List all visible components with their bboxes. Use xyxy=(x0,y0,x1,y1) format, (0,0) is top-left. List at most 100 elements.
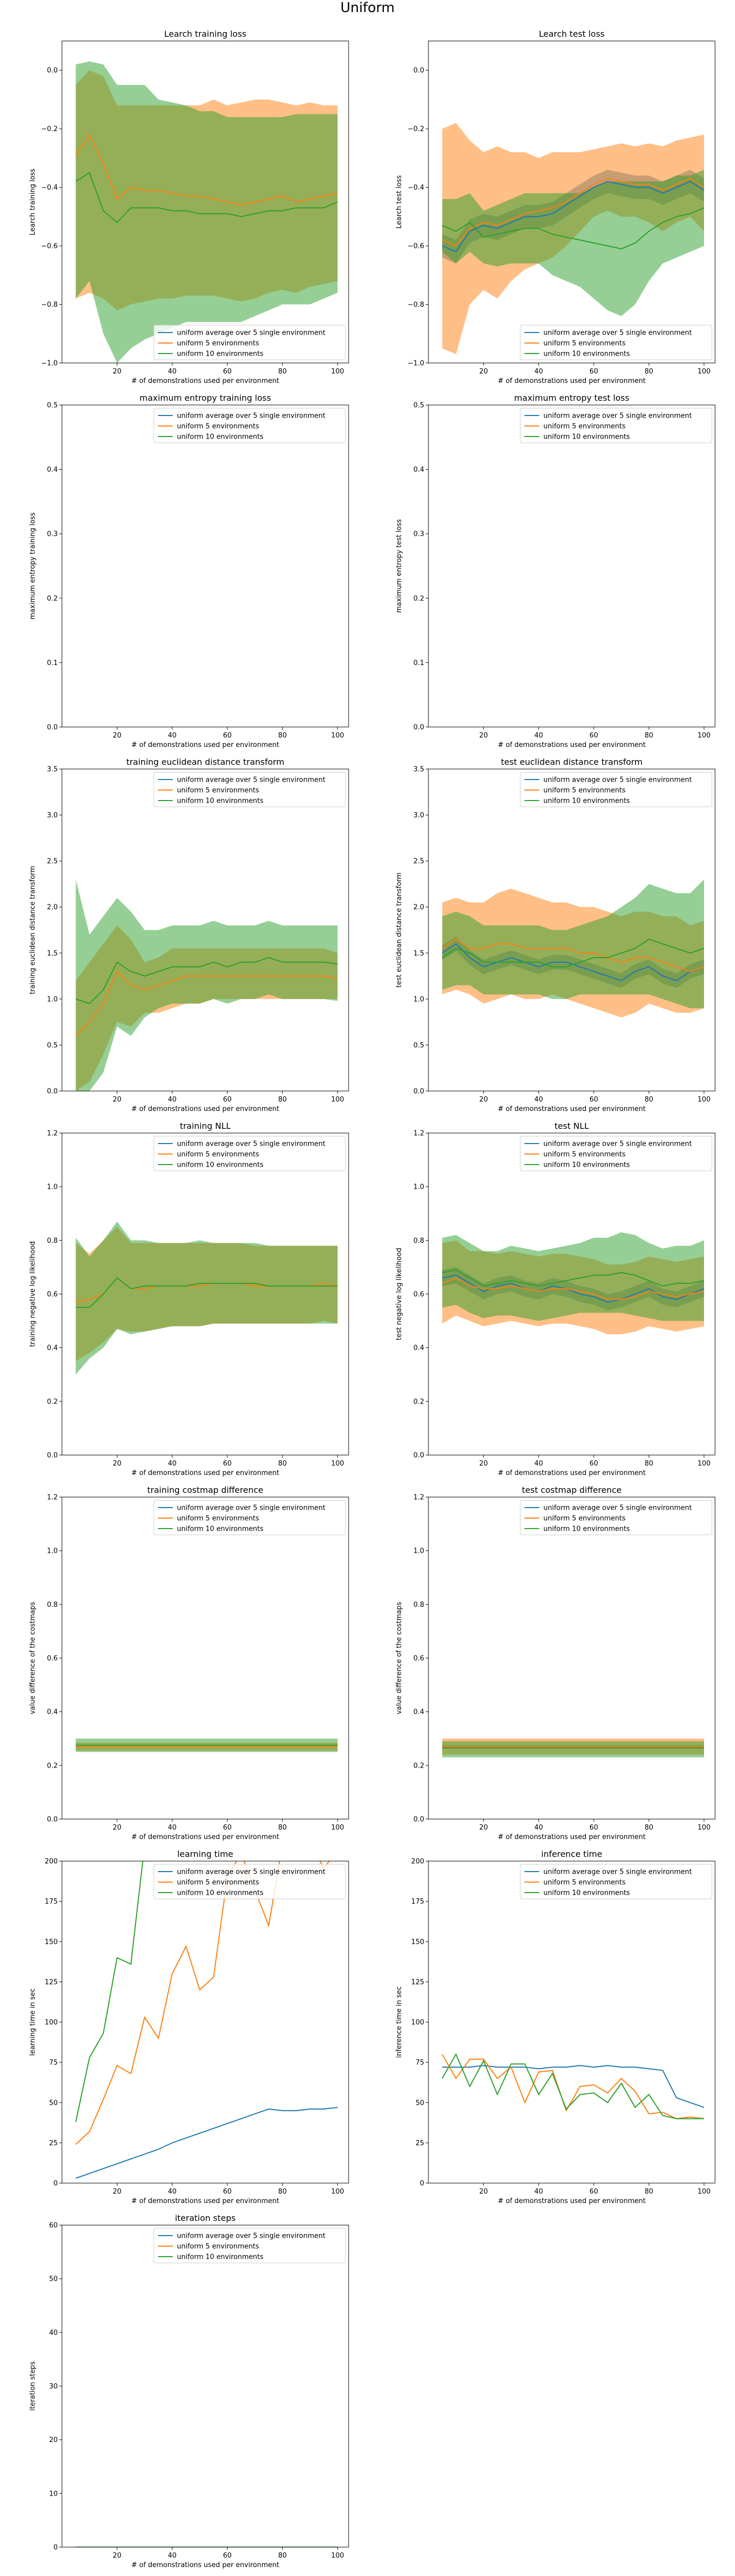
legend: uniform average over 5 single environmen… xyxy=(153,325,346,360)
x-tick-label: 40 xyxy=(168,2552,177,2560)
axes-frame xyxy=(428,40,716,363)
axes-frame xyxy=(61,1497,349,1820)
x-axis-label: # of demonstrations used per environment xyxy=(131,2197,279,2205)
legend-label-0: uniform average over 5 single environmen… xyxy=(543,1868,692,1876)
x-tick-label: 20 xyxy=(113,368,122,376)
y-tick-label: 0.0 xyxy=(413,67,424,75)
series-1-line xyxy=(442,938,705,972)
legend-box xyxy=(153,1864,346,1899)
y-axis-label: value difference of the costmaps xyxy=(395,1602,403,1714)
x-tick-label: 80 xyxy=(645,1096,654,1104)
legend-label-0: uniform average over 5 single environmen… xyxy=(177,329,326,337)
y-tick-label: 200 xyxy=(45,1858,58,1866)
y-tick-label: 1.2 xyxy=(47,1494,58,1502)
x-tick-label: 100 xyxy=(331,1096,344,1104)
y-tick-label: 0.5 xyxy=(47,402,58,410)
x-tick-label: 20 xyxy=(479,1460,488,1468)
x-tick-label: 80 xyxy=(645,368,654,376)
chart-10: 20 40 60 80 100 0 25 50 75 100 125 150 175 200 learnin… xyxy=(29,1849,349,2205)
y-tick-label: 0.6 xyxy=(413,1291,424,1299)
y-tick-label: 0.4 xyxy=(47,1344,58,1352)
chart-title: maximum entropy training loss xyxy=(140,393,271,403)
y-tick-label: 0.2 xyxy=(47,1398,58,1406)
legend-label-2: uniform 10 environments xyxy=(177,350,264,358)
x-tick-label: 60 xyxy=(590,1096,598,1104)
series-1-line xyxy=(75,133,338,206)
x-tick-label: 100 xyxy=(331,2552,344,2560)
legend-label-0: uniform average over 5 single environmen… xyxy=(543,1140,692,1148)
legend-box xyxy=(520,1864,712,1899)
legend-label-1: uniform 5 environments xyxy=(543,1515,626,1523)
x-tick-label: 20 xyxy=(479,1096,488,1104)
legend-box xyxy=(153,325,346,360)
series-2-band xyxy=(442,1232,704,1321)
x-tick-label: 80 xyxy=(645,1824,654,1832)
legend-box xyxy=(520,1500,712,1535)
x-tick-label: 60 xyxy=(590,1460,598,1468)
series-2-band xyxy=(442,170,704,316)
y-tick-label: 0.0 xyxy=(413,1452,424,1460)
chart-title: learning time xyxy=(177,1849,234,1859)
x-tick-label: 40 xyxy=(168,732,177,740)
legend: uniform average over 5 single environmen… xyxy=(520,408,712,443)
chart-title: Learch test loss xyxy=(539,29,604,39)
x-tick-label: 80 xyxy=(278,1824,287,1832)
series-0-line xyxy=(442,181,705,253)
axes-frame xyxy=(428,1861,716,2184)
series-1-line xyxy=(442,1277,705,1300)
legend-label-2: uniform 10 environments xyxy=(177,1889,264,1897)
legend-label-1: uniform 5 environments xyxy=(177,1879,259,1887)
y-tick-label: 0.6 xyxy=(413,1655,424,1663)
legend-box xyxy=(520,408,712,443)
x-tick-label: 40 xyxy=(168,368,177,376)
y-tick-label: 0 xyxy=(420,2180,424,2188)
y-tick-label: 0.2 xyxy=(413,1762,424,1770)
x-axis-label: # of demonstrations used per environment xyxy=(131,1833,279,1841)
series-2-line xyxy=(75,957,338,1004)
series-1-line xyxy=(75,970,338,1036)
y-tick-label: 1.2 xyxy=(413,1494,424,1502)
plot-area xyxy=(442,1232,705,1335)
legend-label-1: uniform 5 environments xyxy=(177,423,259,431)
x-tick-label: 20 xyxy=(479,1824,488,1832)
y-tick-label: 2.5 xyxy=(47,858,58,866)
x-tick-label: 60 xyxy=(223,2188,232,2196)
y-tick-label: 2.0 xyxy=(413,903,424,911)
y-tick-label: −1.0 xyxy=(41,360,58,368)
plot-area xyxy=(75,879,338,1091)
y-axis-label: training euclidean distance transform xyxy=(29,866,37,994)
x-tick-label: 60 xyxy=(223,1096,232,1104)
series-1-line xyxy=(442,178,705,247)
legend-label-0: uniform average over 5 single environmen… xyxy=(177,1140,326,1148)
y-tick-label: 2.0 xyxy=(47,903,58,911)
x-tick-label: 80 xyxy=(645,2188,654,2196)
chart-title: test NLL xyxy=(554,1121,589,1131)
chart-2: 20 40 60 80 100 0.0 0.1 0.2 0.3 0.4 0.5 maximum ent… xyxy=(29,393,349,749)
chart-title: maximum entropy test loss xyxy=(514,393,629,403)
series-1-line xyxy=(75,1861,330,2145)
x-tick-label: 80 xyxy=(278,2188,287,2196)
y-tick-label: 20 xyxy=(49,2436,58,2444)
axes-frame xyxy=(61,768,349,1092)
x-tick-label: 40 xyxy=(534,1460,543,1468)
series-2-line xyxy=(76,1277,338,1308)
series-0-line xyxy=(442,1274,705,1303)
y-axis-label: Learch test loss xyxy=(395,175,403,228)
legend: uniform average over 5 single environmen… xyxy=(520,325,712,360)
series-2-band xyxy=(76,61,338,363)
x-axis-label: # of demonstrations used per environment xyxy=(131,1469,279,1477)
y-tick-label: 0.4 xyxy=(413,1708,424,1716)
series-2-band xyxy=(76,879,338,1091)
legend: uniform average over 5 single environmen… xyxy=(153,1864,346,1899)
x-tick-label: 80 xyxy=(278,1096,287,1104)
y-tick-label: 75 xyxy=(49,2059,58,2067)
y-tick-label: 0.5 xyxy=(413,402,424,410)
legend: uniform average over 5 single environmen… xyxy=(153,1136,346,1171)
y-tick-label: −0.6 xyxy=(407,243,424,251)
legend-box xyxy=(153,2228,346,2263)
y-tick-label: 10 xyxy=(49,2490,58,2498)
x-tick-label: 60 xyxy=(590,732,598,740)
y-tick-label: 0.0 xyxy=(47,67,58,75)
legend: uniform average over 5 single environmen… xyxy=(520,1864,712,1899)
axes-frame xyxy=(61,404,349,728)
